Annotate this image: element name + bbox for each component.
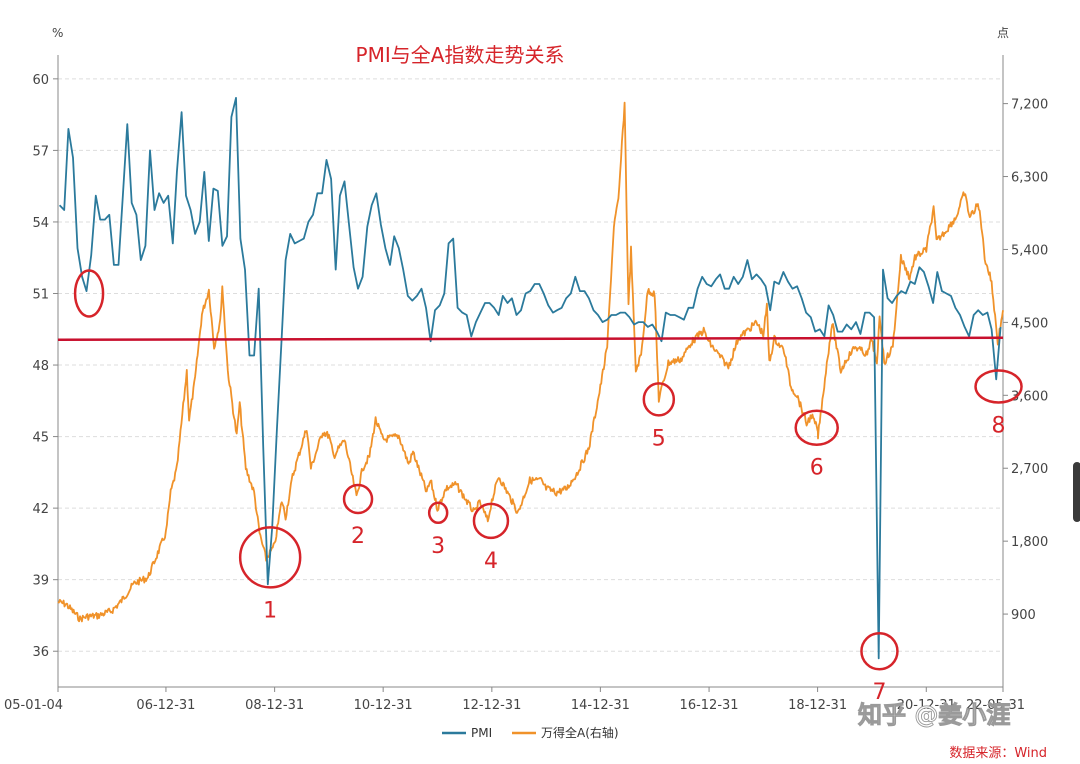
x-tick-label-8: 20-12-31 (897, 698, 956, 713)
left-tick-label-5: 51 (32, 287, 49, 302)
left-axis-ticks: 36 39 42 45 48 51 54 57 60 (32, 73, 58, 660)
x-tick-label-7: 18-12-31 (788, 698, 847, 713)
annotation-label-4: 4 (484, 549, 498, 574)
annotation-circle-0 (73, 269, 105, 318)
annotation-layer: 1 2 3 4 5 6 7 8 (73, 269, 1023, 705)
left-tick-label-2: 42 (32, 502, 49, 517)
series-wind-a-line (57, 101, 1004, 623)
chart-title: PMI与全A指数走势关系 (356, 43, 565, 67)
annotation-circle-5 (642, 382, 676, 417)
annotation-circle-1 (238, 526, 302, 589)
reference-line (57, 336, 1004, 342)
legend: PMI 万得全A(右轴) (442, 725, 619, 740)
annotation-circle-4 (472, 502, 510, 540)
left-tick-label-6: 54 (32, 216, 49, 231)
x-tick-label-2: 08-12-31 (245, 698, 304, 713)
left-tick-label-4: 48 (32, 359, 49, 374)
annotation-label-5: 5 (652, 426, 666, 451)
x-tick-label-0: 05-01-04 (4, 698, 63, 713)
annotation-label-2: 2 (351, 524, 365, 549)
left-axis-unit: % (52, 26, 63, 40)
x-tick-label-6: 16-12-31 (680, 698, 739, 713)
annotation-label-6: 6 (810, 456, 824, 481)
right-axis-unit: 点 (997, 26, 1009, 40)
right-tick-label-0: 900 (1011, 608, 1036, 623)
annotation-circle-8 (974, 369, 1023, 404)
watermark: 知乎 @姜小涯 (858, 701, 1010, 729)
annotation-circle-3 (427, 501, 449, 525)
series-pmi-line (58, 97, 1002, 660)
annotation-label-8: 8 (992, 414, 1006, 439)
annotation-circle-2 (342, 483, 374, 515)
legend-pmi-label: PMI (471, 726, 492, 740)
left-tick-label-8: 60 (32, 73, 49, 88)
left-tick-label-0: 36 (32, 645, 49, 660)
left-tick-label-3: 45 (32, 431, 49, 446)
right-tick-label-6: 6,300 (1011, 171, 1048, 186)
left-tick-label-1: 39 (32, 574, 49, 589)
right-tick-label-2: 2,700 (1011, 462, 1048, 477)
x-tick-label-3: 10-12-31 (354, 698, 413, 713)
x-tick-label-1: 06-12-31 (136, 698, 195, 713)
x-tick-label-9: 22-05-31 (966, 698, 1025, 713)
x-tick-label-5: 14-12-31 (571, 698, 630, 713)
right-tick-label-7: 7,200 (1011, 98, 1048, 113)
annotation-label-3: 3 (431, 534, 445, 559)
annotation-circle-7 (860, 631, 899, 671)
x-tick-label-4: 12-12-31 (462, 698, 521, 713)
right-tick-label-1: 1,800 (1011, 535, 1048, 550)
left-tick-label-7: 57 (32, 144, 49, 159)
annotation-label-1: 1 (263, 598, 277, 623)
scroll-handle[interactable] (1073, 462, 1080, 522)
annotation-label-7: 7 (872, 680, 886, 705)
grid-layer (58, 78, 1003, 652)
x-axis-ticks: 05-01-04 06-12-31 08-12-31 10-12-31 12-12-31… (4, 687, 1025, 713)
right-tick-label-4: 4,500 (1011, 316, 1048, 331)
annotation-circle-6 (794, 409, 839, 446)
data-source: 数据来源：Wind (949, 746, 1047, 761)
legend-wind-a-label: 万得全A(右轴) (541, 725, 619, 740)
right-tick-label-5: 5,400 (1011, 243, 1048, 258)
